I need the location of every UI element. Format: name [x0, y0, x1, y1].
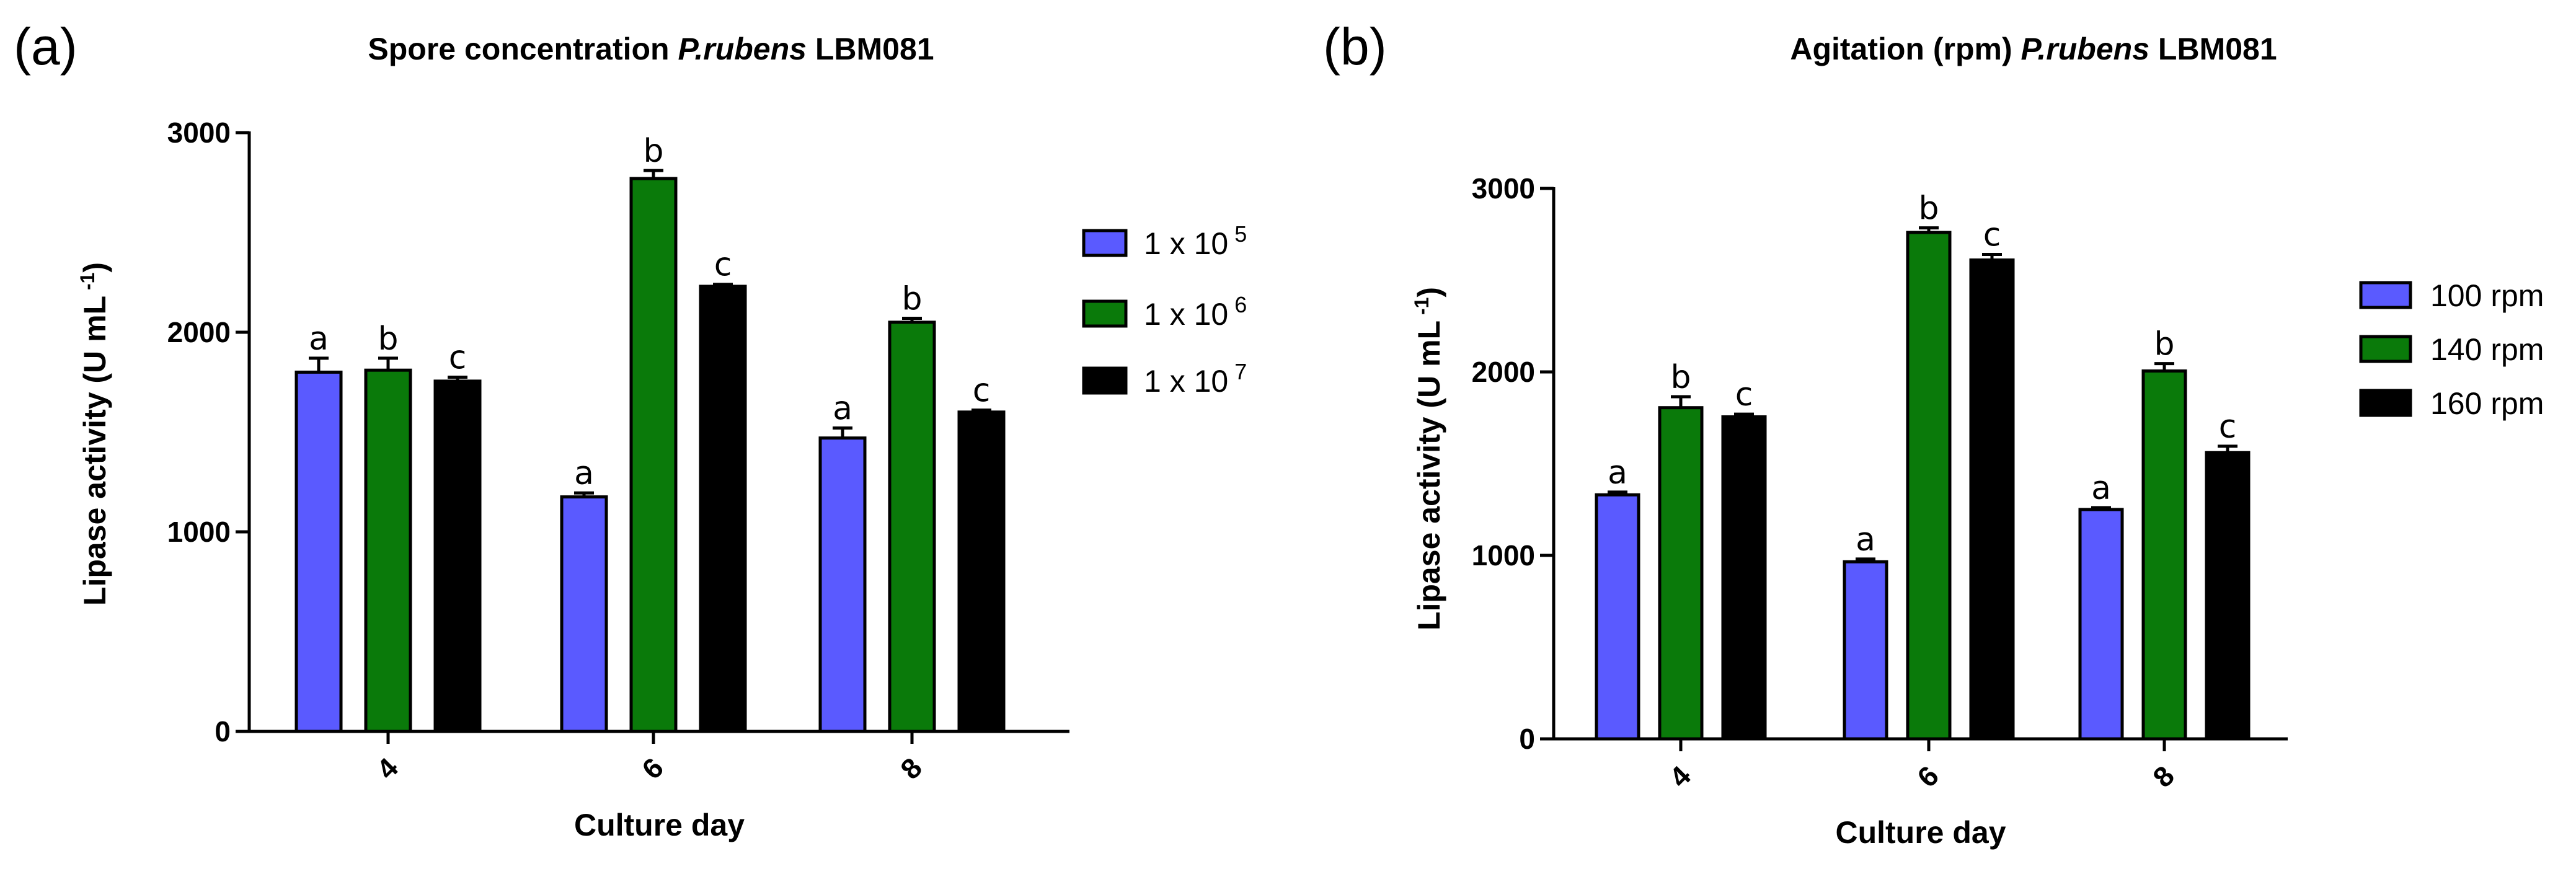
legend-label: 1 x 10 6 — [1144, 292, 1247, 332]
y-tick-label: 1000 — [167, 516, 231, 548]
y-axis-label: Lipase activity (U mL -1) — [1410, 287, 1446, 630]
x-tick-label: 6 — [635, 751, 670, 785]
legend-swatch — [1082, 229, 1128, 257]
bar — [2141, 369, 2187, 741]
bar — [957, 410, 1006, 733]
bar — [699, 285, 747, 733]
legend-label: 140 rpm — [2430, 332, 2544, 367]
x-tick-label: 8 — [2146, 759, 2180, 793]
x-tick-label: 8 — [894, 751, 928, 785]
bar — [294, 370, 343, 733]
legend-swatch — [2359, 389, 2412, 417]
bar — [1595, 493, 1640, 741]
y-tick-label: 2000 — [167, 316, 231, 348]
bar — [433, 379, 482, 733]
y-tick-label: 0 — [1519, 723, 1535, 755]
chart-panel-a: (a) Spore concentration P.rubens LBM081 0 1… — [14, 17, 1247, 842]
chart-panel-b: (b) Agitation (rpm) P.rubens LBM081 0 1000 2… — [1323, 17, 2544, 850]
x-tick-label: 6 — [1911, 759, 1945, 793]
bar — [2078, 508, 2124, 741]
y-tick-label: 3000 — [1472, 172, 1535, 205]
significance-letter: c — [1735, 376, 1753, 413]
bar — [1721, 415, 1767, 741]
x-tick-label: 4 — [370, 751, 404, 785]
significance-letter: c — [1983, 217, 2001, 254]
y-tick-label: 1000 — [1472, 539, 1535, 572]
y-tick-label: 2000 — [1472, 356, 1535, 388]
x-tick-label: 4 — [1663, 759, 1697, 793]
legend-swatch — [1082, 366, 1128, 395]
significance-letter: b — [1918, 190, 1939, 227]
bar — [1906, 231, 1952, 741]
significance-letter: b — [901, 280, 922, 317]
chart-title: Spore concentration P.rubens LBM081 — [368, 32, 934, 66]
y-tick-label: 0 — [215, 715, 231, 748]
chart-title: Agitation (rpm) P.rubens LBM081 — [1790, 32, 2277, 66]
legend-swatch — [2359, 335, 2412, 363]
panel-label: (b) — [1323, 17, 1387, 76]
y-tick-label: 3000 — [167, 117, 231, 149]
bar — [1658, 406, 1704, 741]
significance-letter: c — [2219, 408, 2237, 446]
x-axis-label: Culture day — [1835, 815, 2006, 850]
legend: 100 rpm 140 rpm 160 rpm — [2359, 278, 2544, 421]
significance-letter: a — [2091, 470, 2111, 507]
significance-letter: a — [309, 320, 329, 358]
legend-swatch — [2359, 281, 2412, 309]
bar — [560, 495, 608, 733]
significance-letter: a — [833, 391, 852, 428]
bar — [888, 320, 936, 733]
legend-swatch — [1082, 299, 1128, 328]
significance-letter: a — [1608, 454, 1627, 492]
significance-letter: c — [973, 373, 991, 410]
legend-label: 160 rpm — [2430, 386, 2544, 421]
significance-letter: a — [574, 455, 594, 492]
legend-label: 1 x 10 7 — [1144, 359, 1247, 399]
legend-label: 1 x 10 5 — [1144, 221, 1247, 261]
significance-letter: b — [2154, 326, 2174, 363]
bar — [1969, 258, 2015, 741]
panel-label: (a) — [14, 17, 77, 76]
bar — [2205, 451, 2251, 741]
x-axis-label: Culture day — [574, 808, 745, 842]
significance-letter: b — [378, 320, 398, 358]
significance-letter: a — [1856, 521, 1875, 558]
legend: 1 x 10 5 1 x 10 6 1 x 10 7 — [1082, 221, 1247, 399]
y-axis-label: Lipase activity (U mL -1) — [76, 262, 112, 606]
bar — [629, 177, 678, 733]
bar — [364, 368, 412, 733]
significance-letter: b — [1670, 359, 1691, 396]
significance-letter: c — [714, 247, 732, 284]
significance-letter: b — [643, 133, 663, 170]
bar — [1843, 560, 1888, 741]
bar — [818, 436, 867, 733]
legend-label: 100 rpm — [2430, 278, 2544, 313]
significance-letter: c — [449, 339, 467, 376]
